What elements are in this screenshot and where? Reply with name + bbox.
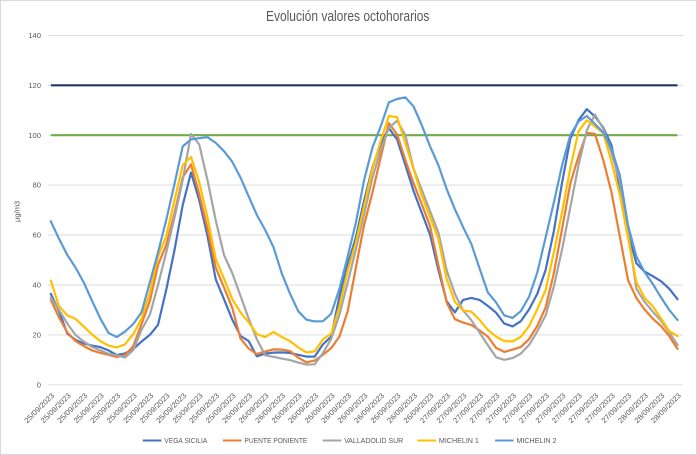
svg-text:40: 40 [33,281,41,290]
svg-text:VALLADOLID SUR: VALLADOLID SUR [344,436,403,445]
svg-text:µg/m3: µg/m3 [13,201,22,222]
svg-text:60: 60 [33,231,41,240]
svg-text:0: 0 [37,380,41,389]
svg-text:MICHELIN 1: MICHELIN 1 [439,436,479,445]
svg-text:20: 20 [33,331,41,340]
svg-text:120: 120 [28,81,41,90]
svg-text:Evolución valores octohorarios: Evolución valores octohorarios [266,8,430,25]
svg-text:80: 80 [33,181,41,190]
svg-text:MICHELIN 2: MICHELIN 2 [517,436,557,445]
svg-text:100: 100 [28,131,41,140]
svg-text:PUENTE PONIENTE: PUENTE PONIENTE [244,436,307,445]
svg-text:140: 140 [28,31,41,40]
svg-text:VEGA SICILIA: VEGA SICILIA [164,436,207,445]
